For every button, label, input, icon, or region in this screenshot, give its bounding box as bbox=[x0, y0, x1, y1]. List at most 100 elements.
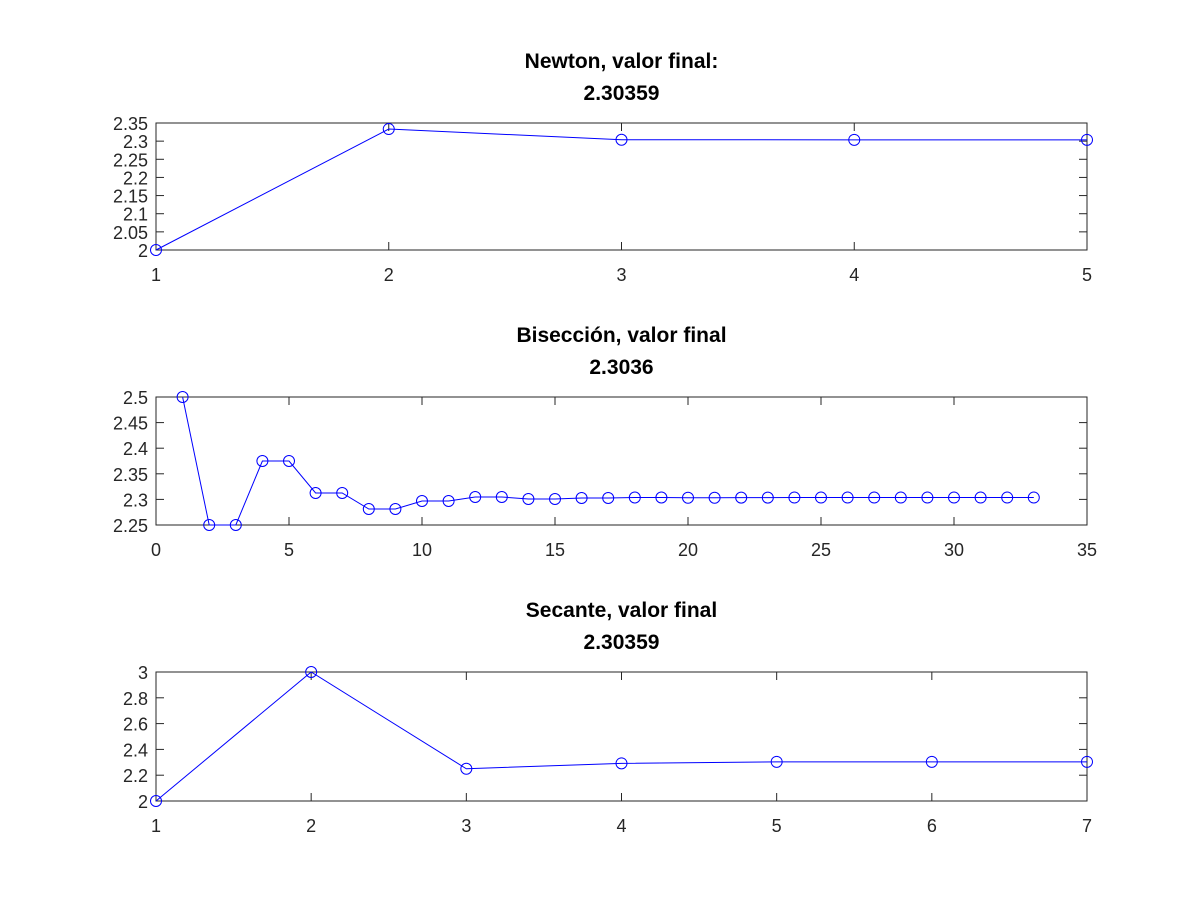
data-point bbox=[522, 492, 535, 505]
x-tick-label: 5 bbox=[772, 816, 782, 836]
data-point bbox=[495, 490, 508, 503]
data-point bbox=[336, 487, 349, 499]
x-tick-label: 10 bbox=[412, 540, 432, 560]
y-tick-label: 2.3 bbox=[123, 490, 148, 510]
x-tick-label: 20 bbox=[678, 540, 698, 560]
y-tick-label: 2.35 bbox=[113, 114, 148, 134]
data-point bbox=[549, 492, 561, 505]
data-point bbox=[150, 795, 162, 807]
x-tick-label: 4 bbox=[849, 265, 859, 285]
data-point bbox=[309, 487, 322, 499]
axes-frame bbox=[155, 396, 1088, 526]
x-tick-label: 6 bbox=[927, 816, 937, 836]
y-tick-label: 2.05 bbox=[113, 223, 148, 243]
data-point bbox=[1081, 755, 1093, 768]
chart-title-line-2: 2.3036 bbox=[589, 356, 653, 379]
series-line bbox=[182, 396, 1034, 526]
data-point bbox=[848, 133, 861, 146]
data-point bbox=[655, 491, 668, 504]
data-point bbox=[389, 503, 402, 515]
x-tick-label: 5 bbox=[1082, 265, 1092, 285]
chart-title-line-2: 2.30359 bbox=[584, 82, 660, 105]
data-point bbox=[770, 755, 783, 768]
x-tick-label: 30 bbox=[944, 540, 964, 560]
x-tick-label: 15 bbox=[545, 540, 565, 560]
data-point bbox=[256, 455, 269, 467]
data-point bbox=[921, 491, 934, 504]
y-tick-label: 2.2 bbox=[123, 766, 148, 786]
x-tick-label: 5 bbox=[284, 540, 294, 560]
x-tick-label: 3 bbox=[461, 816, 471, 836]
x-tick-label: 1 bbox=[151, 265, 161, 285]
y-tick-label: 2.5 bbox=[123, 388, 148, 408]
axes-frame bbox=[155, 671, 1088, 802]
data-point bbox=[761, 491, 774, 504]
y-tick-label: 2.3 bbox=[123, 132, 148, 152]
data-point bbox=[203, 519, 216, 531]
data-point bbox=[150, 244, 162, 256]
data-point bbox=[708, 491, 721, 504]
y-tick-label: 2.2 bbox=[123, 168, 148, 188]
series-line bbox=[155, 128, 1087, 251]
data-point bbox=[575, 492, 588, 505]
y-tick-label: 2.1 bbox=[123, 205, 148, 225]
x-tick-label: 0 bbox=[151, 540, 161, 560]
chart-title-line-1: Secante, valor final bbox=[526, 599, 717, 622]
data-point bbox=[469, 490, 482, 503]
x-tick-label: 1 bbox=[151, 816, 161, 836]
y-tick-label: 2.35 bbox=[113, 465, 148, 485]
y-tick-label: 2.45 bbox=[113, 414, 148, 434]
x-tick-label: 7 bbox=[1082, 816, 1092, 836]
data-point bbox=[362, 503, 375, 515]
y-tick-label: 3 bbox=[138, 663, 148, 683]
data-point bbox=[815, 491, 827, 504]
x-tick-label: 2 bbox=[306, 816, 316, 836]
data-point bbox=[974, 491, 987, 504]
data-point bbox=[382, 123, 395, 136]
data-point bbox=[442, 495, 455, 507]
data-point bbox=[615, 133, 628, 146]
x-tick-label: 4 bbox=[616, 816, 626, 836]
data-point bbox=[948, 491, 960, 504]
data-point bbox=[682, 491, 694, 504]
y-tick-label: 2.15 bbox=[113, 187, 148, 207]
data-point bbox=[229, 519, 242, 531]
y-tick-label: 2 bbox=[138, 241, 148, 261]
y-tick-label: 2.4 bbox=[123, 740, 148, 760]
subplot-biseccion: Bisección, valor final 2.3036 0 5 10 15 20 25 30… bbox=[113, 324, 1097, 560]
x-tick-label: 3 bbox=[616, 265, 626, 285]
data-point bbox=[615, 757, 628, 770]
data-point bbox=[735, 491, 748, 504]
y-tick-label: 2.25 bbox=[113, 516, 148, 536]
data-point bbox=[416, 495, 428, 507]
chart-title-line-1: Newton, valor final: bbox=[525, 50, 719, 73]
data-point bbox=[460, 762, 473, 775]
y-tick-label: 2.6 bbox=[123, 715, 148, 735]
data-point bbox=[176, 391, 189, 403]
x-tick-label: 25 bbox=[811, 540, 831, 560]
data-point bbox=[868, 491, 881, 504]
data-point bbox=[1027, 491, 1040, 504]
data-point bbox=[1081, 133, 1093, 146]
data-point bbox=[841, 491, 854, 504]
data-point bbox=[788, 491, 801, 504]
data-point bbox=[925, 755, 938, 768]
data-point bbox=[894, 491, 907, 504]
data-point bbox=[602, 492, 615, 505]
series-line bbox=[155, 671, 1087, 802]
data-point bbox=[305, 666, 318, 678]
chart-title-line-1: Bisección, valor final bbox=[516, 324, 726, 347]
y-tick-label: 2 bbox=[138, 792, 148, 812]
x-tick-label: 2 bbox=[384, 265, 394, 285]
x-tick-label: 35 bbox=[1077, 540, 1097, 560]
y-tick-label: 2.8 bbox=[123, 689, 148, 709]
data-point bbox=[283, 455, 295, 467]
axes-frame bbox=[155, 122, 1088, 251]
y-tick-label: 2.4 bbox=[123, 439, 148, 459]
chart-title-line-2: 2.30359 bbox=[584, 631, 660, 654]
y-tick-label: 2.25 bbox=[113, 150, 148, 170]
data-point bbox=[1001, 491, 1014, 504]
